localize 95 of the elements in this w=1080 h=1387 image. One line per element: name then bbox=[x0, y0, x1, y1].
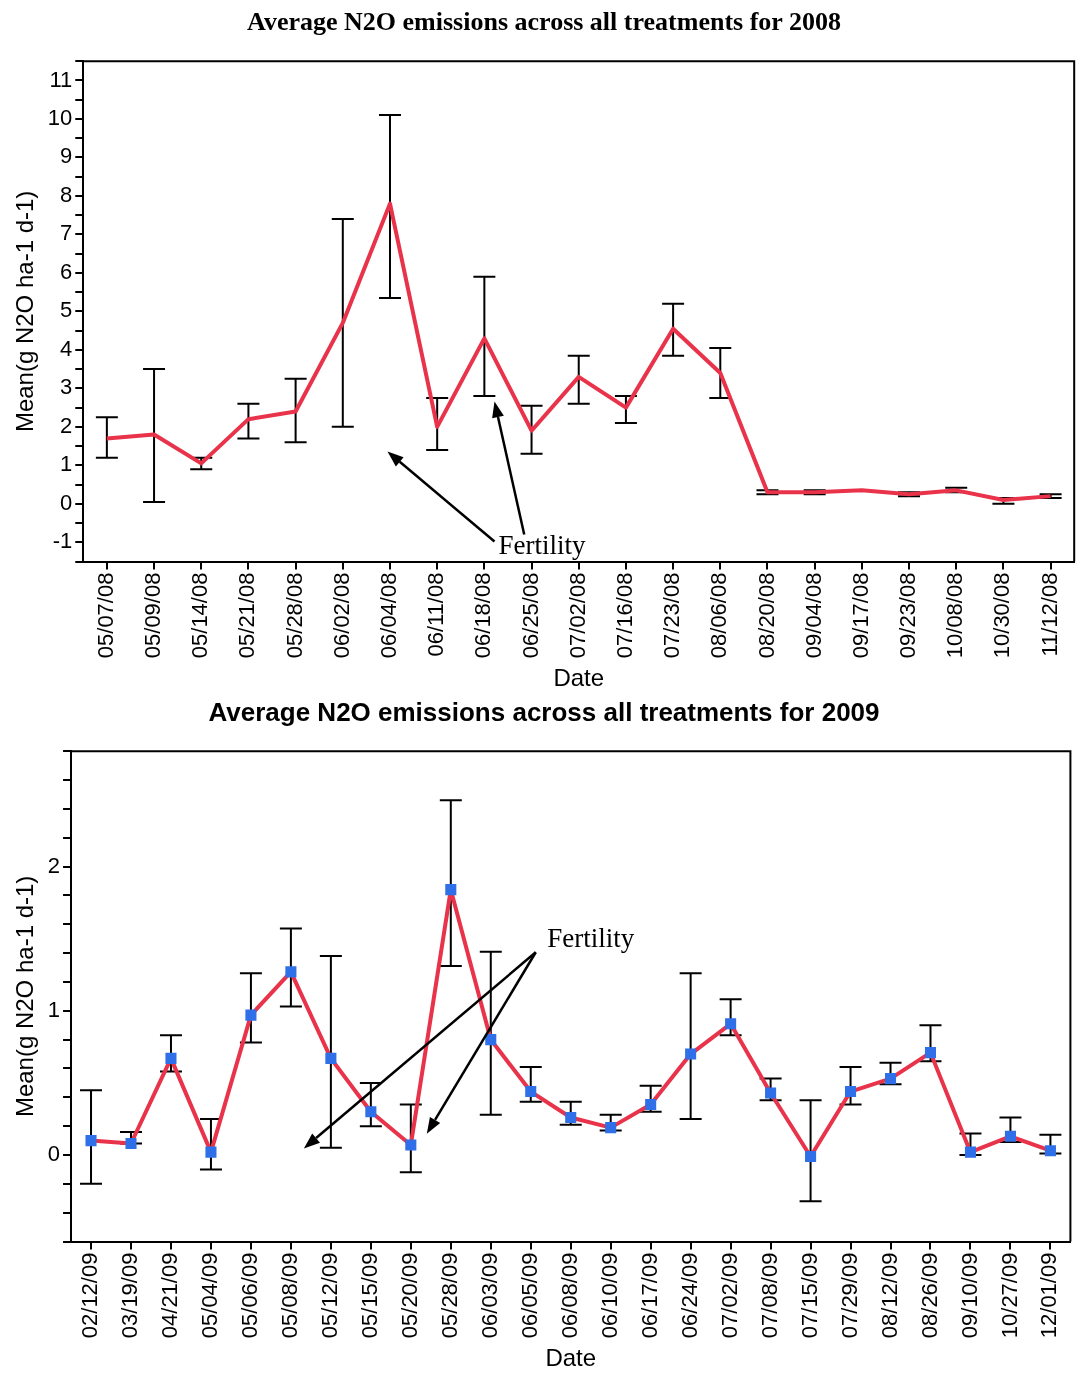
x-axis-title: Date bbox=[553, 664, 605, 692]
point bbox=[765, 1087, 777, 1099]
point bbox=[645, 1099, 657, 1111]
x-tick-label: 05/15/09 bbox=[356, 1252, 382, 1339]
x-tick-label: 06/02/08 bbox=[328, 572, 354, 659]
x-tick-label: 09/17/08 bbox=[847, 572, 873, 659]
x-tick-label: 06/08/09 bbox=[556, 1252, 582, 1339]
x-tick-label: 08/12/09 bbox=[876, 1252, 902, 1339]
y-tick-label: 9 bbox=[60, 143, 73, 169]
x-tick-label: 05/04/09 bbox=[197, 1252, 223, 1339]
x-tick-label: 02/12/09 bbox=[77, 1252, 103, 1339]
y-tick-label: 6 bbox=[60, 258, 73, 284]
point bbox=[85, 1135, 97, 1147]
y-tick-label: -1 bbox=[52, 528, 73, 554]
x-tick-label: 05/06/09 bbox=[236, 1252, 262, 1339]
y-tick-label: 1 bbox=[47, 996, 61, 1022]
y-tick-label: 4 bbox=[60, 335, 73, 361]
point bbox=[1004, 1130, 1016, 1142]
point bbox=[365, 1106, 377, 1118]
x-tick-label: 07/08/09 bbox=[756, 1252, 782, 1339]
y-tick-label: 7 bbox=[60, 220, 73, 246]
x-tick-label: 05/07/08 bbox=[92, 572, 118, 659]
y-tick-label: 11 bbox=[49, 66, 73, 92]
point bbox=[525, 1086, 537, 1098]
x-tick-label: 05/20/09 bbox=[396, 1252, 422, 1339]
x-tick-label: 06/24/09 bbox=[676, 1252, 702, 1339]
x-axis-title: Date bbox=[545, 1344, 597, 1372]
x-tick-label: 06/04/08 bbox=[376, 572, 402, 659]
point bbox=[1044, 1145, 1056, 1157]
point bbox=[805, 1150, 817, 1163]
point bbox=[445, 884, 457, 896]
x-tick-label: 04/21/09 bbox=[157, 1252, 183, 1339]
point bbox=[325, 1052, 337, 1064]
x-tick-label: 07/02/09 bbox=[716, 1252, 742, 1339]
point bbox=[125, 1137, 137, 1150]
point bbox=[565, 1111, 577, 1124]
x-tick-label: 10/08/08 bbox=[942, 572, 968, 659]
y-tick-label: 1 bbox=[60, 451, 73, 477]
y-tick-label: 3 bbox=[60, 374, 73, 400]
point bbox=[285, 966, 297, 978]
point bbox=[205, 1146, 217, 1158]
y-tick-label: 5 bbox=[60, 297, 73, 323]
chart-title: Average N2O emissions across all treatments for 2008 bbox=[247, 7, 841, 37]
x-tick-label: 05/21/08 bbox=[234, 572, 260, 659]
point bbox=[685, 1048, 697, 1060]
point bbox=[485, 1034, 497, 1046]
point bbox=[845, 1086, 857, 1098]
x-tick-label: 12/01/09 bbox=[1036, 1252, 1062, 1339]
x-tick-label: 08/26/09 bbox=[916, 1252, 942, 1339]
y-tick-label: 10 bbox=[47, 105, 73, 130]
point bbox=[405, 1139, 417, 1151]
x-tick-label: 06/17/09 bbox=[636, 1252, 662, 1339]
point bbox=[924, 1047, 937, 1059]
x-tick-label: 09/04/08 bbox=[800, 572, 826, 659]
x-tick-label: 05/08/09 bbox=[276, 1252, 302, 1339]
y-axis-title: Mean(g N2O ha-1 d-1) bbox=[11, 190, 39, 433]
x-tick-label: 09/10/09 bbox=[956, 1252, 982, 1339]
y-tick-label: 8 bbox=[60, 181, 73, 207]
y-tick-label: 0 bbox=[60, 489, 73, 515]
x-tick-label: 06/18/08 bbox=[470, 572, 496, 659]
x-tick-label: 07/29/09 bbox=[836, 1252, 862, 1339]
y-tick-label: 2 bbox=[47, 852, 61, 878]
x-tick-label: 06/05/09 bbox=[516, 1252, 542, 1339]
x-tick-label: 06/25/08 bbox=[517, 572, 543, 659]
x-tick-label: 05/12/09 bbox=[316, 1252, 342, 1339]
x-tick-label: 05/28/09 bbox=[436, 1252, 462, 1339]
point bbox=[964, 1146, 977, 1158]
y-tick-label: 0 bbox=[47, 1141, 61, 1167]
x-tick-label: 08/06/08 bbox=[706, 572, 732, 659]
x-tick-label: 10/27/09 bbox=[996, 1252, 1022, 1339]
x-tick-label: 07/15/09 bbox=[796, 1252, 822, 1339]
x-tick-label: 09/23/08 bbox=[895, 572, 921, 659]
x-tick-label: 03/19/09 bbox=[117, 1252, 143, 1339]
y-tick-label: 2 bbox=[60, 412, 73, 438]
x-tick-label: 07/02/08 bbox=[564, 572, 590, 659]
x-tick-label: 05/09/08 bbox=[140, 572, 166, 659]
x-tick-label: 07/23/08 bbox=[659, 572, 685, 659]
x-tick-label: 05/28/08 bbox=[281, 572, 307, 659]
x-tick-label: 08/20/08 bbox=[753, 572, 779, 659]
point bbox=[245, 1009, 257, 1021]
x-tick-label: 05/14/08 bbox=[187, 572, 213, 659]
x-tick-label: 06/03/09 bbox=[476, 1252, 502, 1339]
annotation: Fertility bbox=[498, 529, 587, 560]
x-tick-label: 06/10/09 bbox=[596, 1252, 622, 1339]
x-tick-label: 11/12/08 bbox=[1036, 572, 1062, 657]
point bbox=[884, 1073, 897, 1085]
x-tick-label: 10/30/08 bbox=[989, 572, 1015, 659]
point bbox=[605, 1122, 617, 1134]
y-axis-title: Mean(g N2O ha-1 d-1) bbox=[11, 875, 39, 1118]
point bbox=[725, 1018, 737, 1030]
chart-title: Average N2O emissions across all treatments for 2009 bbox=[208, 696, 880, 727]
x-tick-label: 06/11/08 bbox=[423, 572, 449, 657]
point bbox=[165, 1052, 177, 1064]
annotation: Fertility bbox=[547, 923, 635, 954]
x-tick-label: 07/16/08 bbox=[611, 572, 637, 659]
